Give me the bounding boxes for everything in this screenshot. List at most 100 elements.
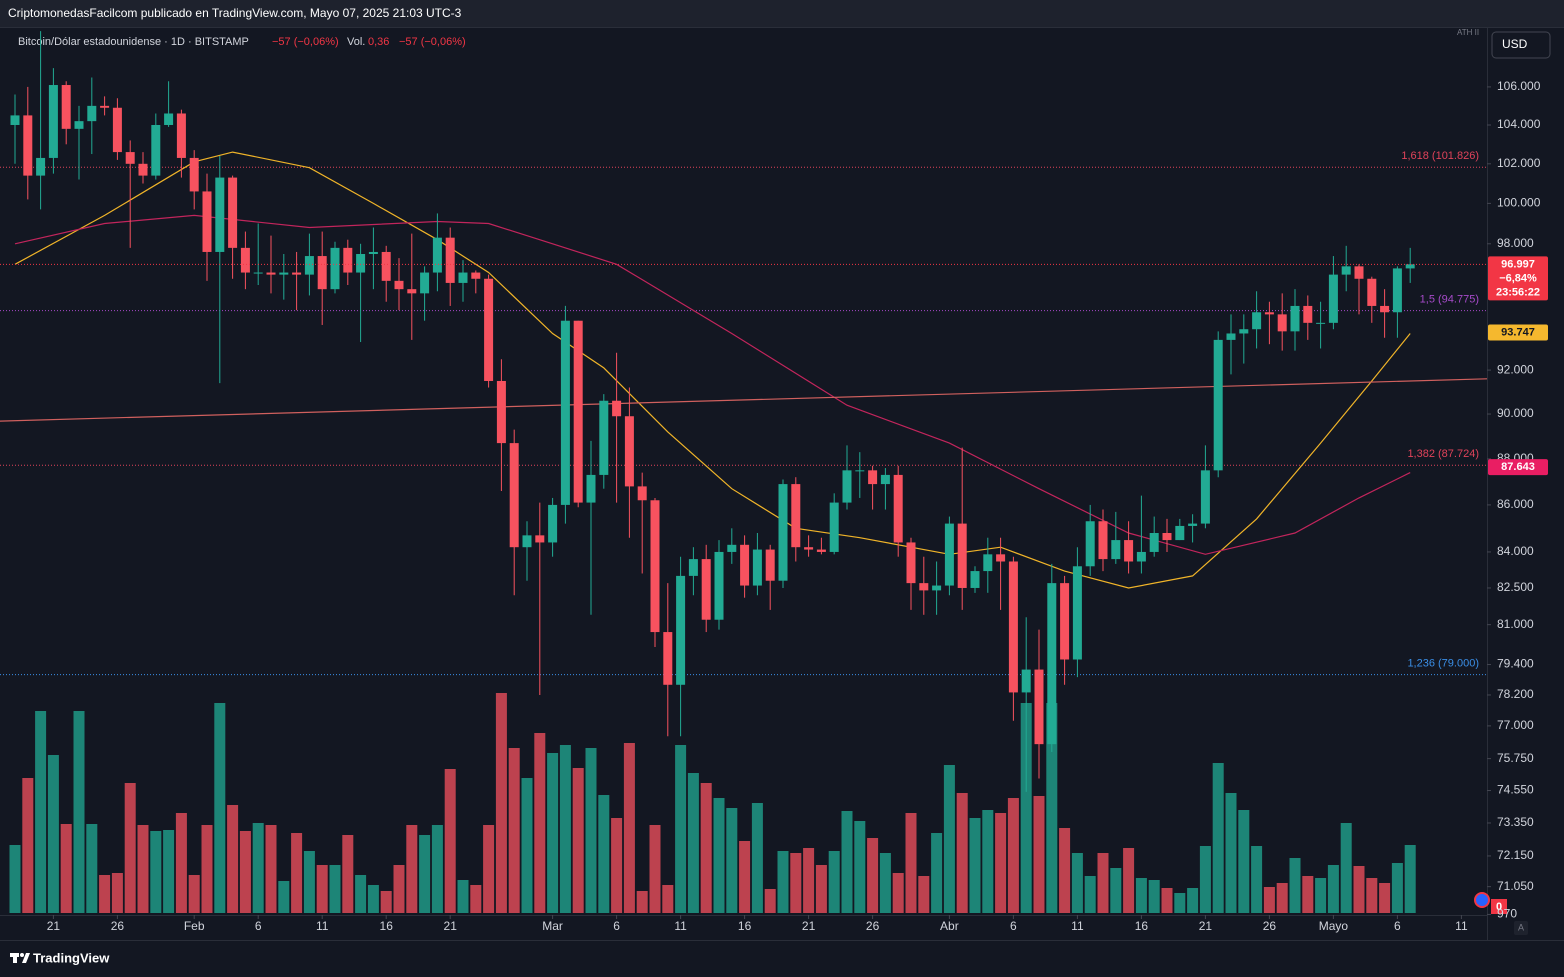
- candle-body: [189, 157, 199, 192]
- y-tick-label: 72.150: [1497, 848, 1534, 862]
- x-tick-label: 26: [866, 919, 880, 933]
- volume-bar: [1212, 763, 1224, 913]
- volume-bar: [35, 711, 47, 913]
- y-tick-label: 81.000: [1497, 617, 1534, 631]
- volume-bar: [777, 851, 789, 913]
- auto-scale-button[interactable]: [1514, 921, 1528, 935]
- y-tick-label: 86.000: [1497, 497, 1534, 511]
- x-tick-label: 26: [111, 919, 125, 933]
- plot-area: 1,618 (101.826) 1,5 (94.775) 1,382 (87.724…: [0, 31, 1487, 913]
- y-tick-label: 77.000: [1497, 718, 1534, 732]
- x-tick-label: 21: [47, 919, 61, 933]
- y-tick-label: 98.000: [1497, 236, 1534, 250]
- candle-body: [215, 177, 225, 252]
- candle-body: [10, 115, 20, 125]
- volume-bar: [751, 803, 763, 913]
- volume-bar: [175, 813, 187, 913]
- x-tick-label: 16: [738, 919, 752, 933]
- candle-body: [522, 535, 532, 548]
- candle-body: [304, 256, 314, 275]
- candle-body: [560, 320, 570, 505]
- volume-bar: [572, 768, 584, 913]
- volume-bar: [636, 891, 648, 913]
- candle-body: [906, 542, 916, 584]
- volume-bar: [124, 783, 136, 913]
- volume-bar: [1135, 878, 1147, 913]
- candle-body: [176, 113, 186, 158]
- candle-body: [1188, 523, 1198, 526]
- volume-bar: [764, 889, 776, 913]
- volume-bar: [252, 823, 264, 913]
- candle-body: [663, 632, 673, 685]
- symbol: Bitcoin/Dólar estadounidense · 1D · BITS…: [18, 36, 249, 48]
- event-flag[interactable]: [1474, 892, 1490, 908]
- candle-body: [432, 237, 442, 273]
- volume-bar: [1199, 846, 1211, 913]
- candle-body: [1277, 314, 1287, 332]
- volume-bar: [1263, 887, 1275, 913]
- volume-bar: [508, 748, 520, 913]
- x-tick-label: Mar: [542, 919, 563, 933]
- candle-body: [1175, 525, 1185, 541]
- y-tick-label: 106.000: [1497, 79, 1541, 93]
- y-tick-label: 79.400: [1497, 657, 1534, 671]
- y-tick-label: 82.500: [1497, 580, 1534, 594]
- volume-bar: [867, 838, 879, 913]
- candle-body: [368, 251, 378, 255]
- candle-body: [778, 484, 788, 581]
- volume-bar: [1315, 878, 1327, 913]
- volume-bar: [406, 825, 418, 913]
- x-tick-label: 16: [1135, 919, 1149, 933]
- price-badge-text: 23:56:22: [1496, 286, 1540, 298]
- volume-bar: [380, 891, 392, 913]
- volume-bar: [854, 821, 866, 913]
- volume-bar: [188, 875, 200, 913]
- candle-body: [292, 272, 302, 275]
- volume-bar: [111, 873, 123, 913]
- auto-scale[interactable]: A: [1518, 922, 1524, 932]
- candle-body: [100, 105, 110, 108]
- volume-bar: [1379, 883, 1391, 913]
- volume-bar: [86, 824, 98, 913]
- candle-body: [983, 554, 993, 572]
- candle-body: [381, 251, 391, 281]
- volume-bar: [470, 885, 482, 913]
- tv-logo: [10, 953, 30, 963]
- candle-body: [151, 124, 161, 176]
- volume-bar: [559, 745, 571, 913]
- x-tick-label: Abr: [940, 919, 959, 933]
- volume-bar: [598, 795, 610, 913]
- volume-bar: [355, 875, 367, 913]
- candle-body: [266, 272, 276, 275]
- volume-bar: [1238, 810, 1250, 913]
- y-tick-label: 75.750: [1497, 751, 1534, 765]
- volume-bar: [790, 853, 802, 913]
- y-tick-label: 84.000: [1497, 544, 1534, 558]
- currency-button[interactable]: [1491, 31, 1551, 59]
- candle-body: [36, 157, 46, 176]
- candle-body: [1072, 566, 1082, 660]
- volume-bar: [815, 865, 827, 913]
- volume-bar: [879, 853, 891, 913]
- candle-body: [752, 549, 762, 586]
- volume-bar: [239, 831, 251, 913]
- volume-bar: [828, 851, 840, 913]
- candle-body: [228, 177, 238, 248]
- candle-body: [829, 502, 839, 552]
- x-tick-label: 6: [1010, 919, 1017, 933]
- candle-body: [791, 484, 801, 548]
- volume-bar: [649, 825, 661, 913]
- volume-bar: [1276, 883, 1288, 913]
- currency[interactable]: USD: [1502, 37, 1528, 51]
- volume-bar: [1084, 876, 1096, 913]
- candle-body: [253, 272, 263, 274]
- candle-body: [112, 107, 122, 153]
- volume-bar: [201, 825, 213, 913]
- candle-body: [138, 163, 148, 176]
- x-tick-label: 11: [316, 919, 329, 933]
- x-tick-label: 6: [613, 919, 620, 933]
- candle-body: [1341, 266, 1351, 275]
- volume-bar: [700, 783, 712, 913]
- volume-bar: [1071, 853, 1083, 913]
- volume-bar: [1097, 853, 1109, 913]
